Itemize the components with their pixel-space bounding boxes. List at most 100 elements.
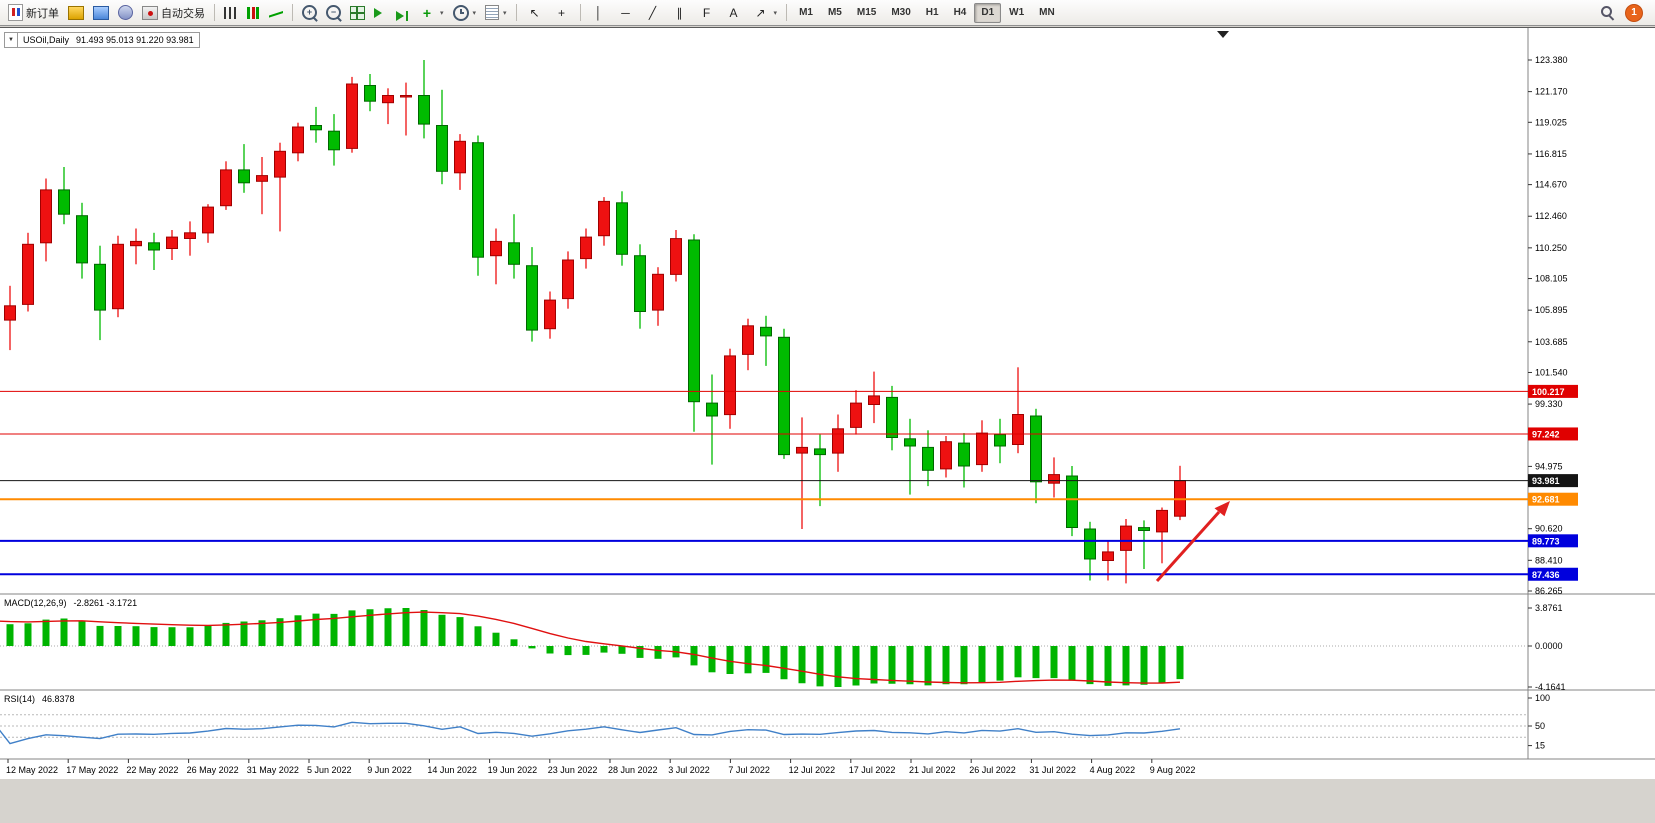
crosshair-icon[interactable]: + [549,3,575,23]
dropdown-caret-icon[interactable]: ▾ [440,9,444,17]
indicators-icon: + [422,4,432,21]
toolbar-separator [786,4,788,21]
zoom-in-icon[interactable]: + [298,3,321,23]
zoom-out-icon[interactable]: − [322,3,345,23]
timeframe-MN[interactable]: MN [1039,7,1055,18]
chart-shift-marker[interactable] [1217,31,1229,38]
svg-text:105.895: 105.895 [1535,305,1568,315]
dropdown-caret-icon[interactable]: ▾ [472,9,477,17]
level-lines[interactable]: 100.217 97.242 93.981 92.681 89.773 87.436 [0,384,1578,581]
svg-text:121.170: 121.170 [1535,87,1568,97]
svg-text:101.540: 101.540 [1535,367,1568,377]
charts-grid-icon[interactable] [64,3,88,23]
panel-frame [0,28,1655,760]
chart-canvas[interactable]: 123.380 121.170 119.025 116.815 114.670 112.4… [0,28,1655,779]
price-axis[interactable]: 123.380 121.170 119.025 116.815 114.670 112.4… [1528,55,1568,596]
svg-text:116.815: 116.815 [1535,149,1567,159]
autotrading-icon [142,5,158,20]
text-icon[interactable]: A [721,3,747,23]
timeframe-M15[interactable]: M15 [856,7,877,18]
timeframe-H4[interactable]: H4 [953,7,967,18]
svg-text:90.620: 90.620 [1535,524,1563,534]
chart-info-text: USOil,Daily 91.493 95.013 91.220 93.981 [18,35,199,45]
candlestick-chart-icon[interactable] [242,3,264,23]
svg-text:26 May 2022: 26 May 2022 [187,765,239,775]
templates-icon[interactable]: ▾ [481,3,511,23]
new-order-label: 新订单 [26,7,59,20]
svg-text:-4.1641: -4.1641 [1535,682,1566,692]
rsi-header: RSI(14) 46.8378 [4,694,75,704]
time-axis[interactable]: 12 May 2022 17 May 2022 22 May 2022 26 May … [6,759,1195,775]
line-chart-icon[interactable] [265,3,287,23]
main-toolbar: 新订单 自动交易 + − + ▾ ▾ ▾ ↖ + │ ─ ╱ ∥ F A ↗ ▾ M1 M5 M15 M30 H1 H4 D1 W… [0,0,1655,26]
bar-chart-icon[interactable] [220,3,241,23]
fibonacci-icon: F [702,5,711,20]
rsi-panel: 100 50 15 [0,693,1550,751]
channel-icon: ∥ [676,5,683,20]
toolbar-separator [579,4,581,21]
svg-text:5 Jun 2022: 5 Jun 2022 [307,765,352,775]
svg-text:50: 50 [1535,721,1545,731]
svg-text:15: 15 [1535,741,1545,751]
trendline-icon: ╱ [648,5,657,20]
chart-dropdown-icon[interactable]: ▼ [5,33,18,47]
svg-text:21 Jul 2022: 21 Jul 2022 [909,765,956,775]
svg-text:3.8761: 3.8761 [1535,603,1563,613]
profiles-icon[interactable] [89,3,113,23]
dropdown-caret-icon[interactable]: ▾ [503,9,507,17]
candles-layer [4,60,1186,584]
new-order-button[interactable]: 新订单 [4,3,63,23]
timeframe-D1[interactable]: D1 [974,2,1002,23]
dropdown-caret-icon[interactable]: ▾ [773,9,778,17]
fibonacci-icon[interactable]: F [694,3,720,23]
alerts-icon[interactable] [114,3,137,23]
svg-text:19 Jun 2022: 19 Jun 2022 [488,765,538,775]
trendline-icon[interactable]: ╱ [640,3,666,23]
timeframe-W1[interactable]: W1 [1009,7,1025,18]
cursor-icon[interactable]: ↖ [522,3,548,23]
crosshair-icon: + [558,5,566,20]
svg-text:114.670: 114.670 [1535,180,1567,190]
search-icon[interactable] [1600,5,1615,20]
vertical-line-icon[interactable]: │ [586,3,612,23]
horizontal-line-icon: ─ [621,5,630,20]
svg-text:119.025: 119.025 [1535,117,1567,127]
toolbar-buttons: 新订单 自动交易 + − + ▾ ▾ ▾ ↖ + │ ─ ╱ ∥ F A ↗ ▾ M1 M5 M15 M30 H1 H4 D1 W… [4,0,1600,25]
timeframe-H1[interactable]: H1 [925,7,939,18]
chart-window: 123.380 121.170 119.025 116.815 114.670 112.4… [0,27,1655,779]
svg-text:3 Jul 2022: 3 Jul 2022 [668,765,710,775]
macd-label: MACD(12,26,9) [4,598,67,608]
autotrading-button[interactable]: 自动交易 [138,3,209,23]
chart-shift-icon[interactable] [392,3,413,23]
zoom-out-icon: − [326,5,341,20]
periods-icon[interactable]: ▾ [449,3,481,23]
timeframe-M30[interactable]: M30 [891,7,911,18]
bar-chart-icon [224,6,237,19]
svg-text:14 Jun 2022: 14 Jun 2022 [427,765,477,775]
horizontal-line-icon[interactable]: ─ [613,3,639,23]
indicators-icon[interactable]: + ▾ [414,3,448,23]
autotrading-label: 自动交易 [161,7,205,20]
timeframe-M1[interactable]: M1 [799,7,813,18]
svg-text:7 Jul 2022: 7 Jul 2022 [728,765,770,775]
svg-text:100: 100 [1535,693,1550,703]
vertical-line-icon: │ [594,5,603,20]
svg-text:108.105: 108.105 [1535,274,1568,284]
charts-grid-icon [68,5,84,20]
svg-text:88.410: 88.410 [1535,555,1563,565]
auto-scroll-icon[interactable] [370,3,391,23]
trend-arrow-annotation[interactable] [1155,501,1230,583]
svg-text:110.250: 110.250 [1535,243,1567,253]
timeframe-M5[interactable]: M5 [827,7,842,18]
svg-text:99.330: 99.330 [1535,399,1563,409]
svg-text:26 Jul 2022: 26 Jul 2022 [969,765,1016,775]
tile-windows-icon[interactable] [346,3,369,23]
svg-text:9 Aug 2022: 9 Aug 2022 [1150,765,1196,775]
svg-text:31 May 2022: 31 May 2022 [247,765,299,775]
notification-badge[interactable]: 1 [1625,3,1643,22]
channel-icon[interactable]: ∥ [667,3,693,23]
arrows-icon[interactable]: ↗ ▾ [748,3,782,23]
svg-text:23 Jun 2022: 23 Jun 2022 [548,765,598,775]
periods-icon [452,4,469,21]
zoom-in-icon: + [302,5,317,20]
